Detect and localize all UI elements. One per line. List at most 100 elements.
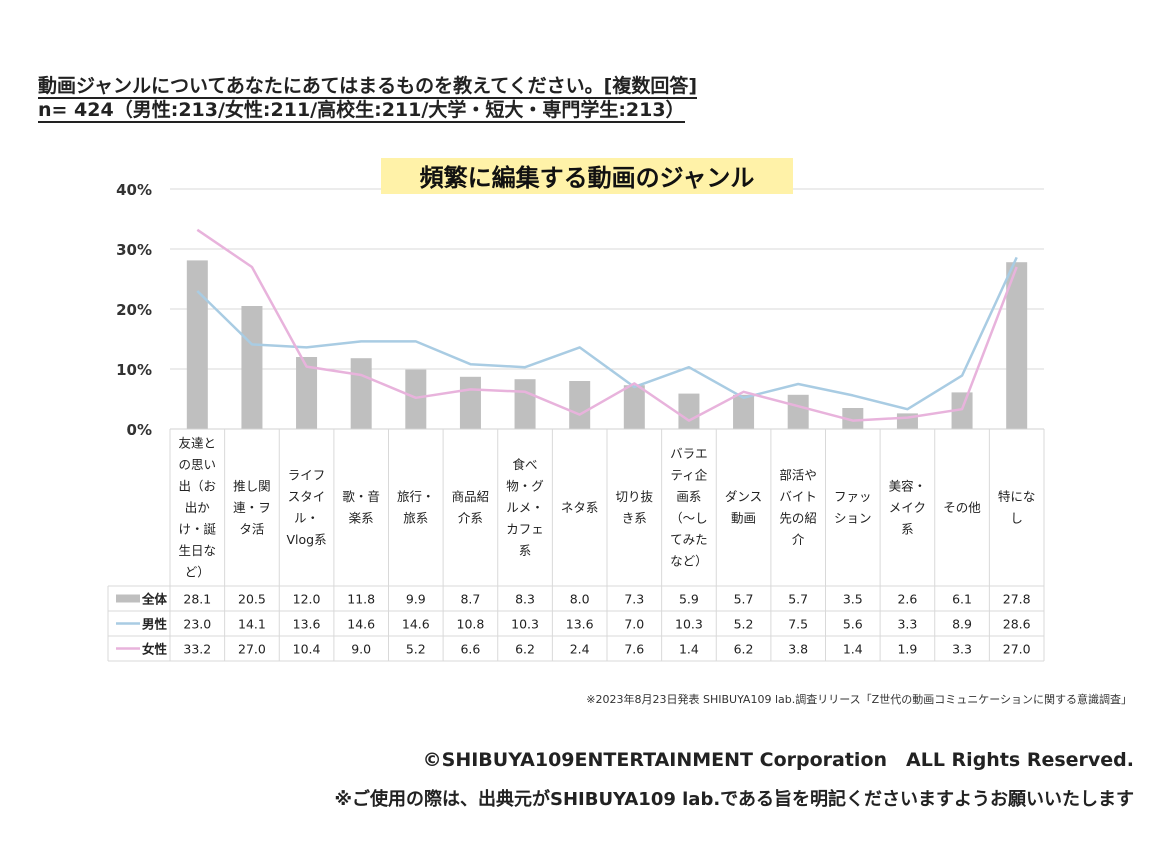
x-category-label: 介	[792, 532, 805, 547]
x-category-label: 系	[519, 543, 532, 558]
x-category-label: カフェ	[506, 521, 544, 536]
data-table-cell: 9.0	[351, 642, 371, 657]
data-table-cell: 3.3	[952, 642, 972, 657]
bar	[514, 379, 536, 429]
data-table-cell: 10.3	[511, 617, 539, 632]
x-category-label: 旅行・	[397, 489, 435, 504]
data-table-cell: 1.9	[897, 642, 917, 657]
x-category-label: 推し関	[233, 478, 271, 493]
x-category-label: 美容・	[889, 478, 927, 493]
data-table-cell: 1.4	[679, 642, 699, 657]
x-category-label: 歌・音	[342, 489, 380, 504]
bar	[1006, 262, 1028, 429]
source-note: ※2023年8月23日発表 SHIBUYA109 lab.調査リリース「Z世代の…	[586, 693, 1132, 706]
bar	[405, 369, 427, 429]
data-table-cell: 13.6	[566, 617, 594, 632]
title-highlight	[381, 158, 793, 194]
x-category-label: 画系	[676, 489, 701, 504]
x-category-label: ファッ	[834, 489, 872, 504]
bar	[569, 381, 591, 429]
x-category-label: 食べ	[513, 457, 538, 472]
x-category-label: 動画	[731, 511, 756, 526]
data-table-cell: 2.4	[570, 642, 590, 657]
x-category-label: バラエ	[670, 446, 708, 461]
x-category-label: （〜し	[670, 511, 708, 526]
x-category-label: き系	[622, 511, 647, 526]
data-table-cell: 8.9	[952, 617, 972, 632]
bar	[241, 306, 263, 429]
data-table-cell: 5.6	[843, 617, 863, 632]
data-table-cell: 5.2	[734, 617, 754, 632]
x-category-label: スタイ	[288, 489, 326, 504]
series-line	[196, 256, 1018, 411]
x-category-label: 先の紹	[779, 511, 817, 526]
data-table-cell: 3.5	[843, 592, 863, 607]
data-table-cell: 10.8	[457, 617, 485, 632]
x-category-label: ライフ	[288, 468, 326, 483]
legend-label: 男性	[142, 617, 168, 632]
data-table-cell: 6.2	[734, 642, 754, 657]
x-category-label: 楽系	[349, 511, 374, 526]
survey-question: 動画ジャンルについてあなたにあてはまるものを教えてください。[複数回答]	[38, 75, 697, 99]
x-category-label: 友達と	[179, 435, 217, 450]
x-category-label: Vlog系	[287, 532, 327, 547]
chart-title: 頻繁に編集する動画のジャンル	[420, 164, 755, 192]
x-category-label: その他	[943, 500, 981, 515]
data-table-cell: 5.2	[406, 642, 426, 657]
x-category-label: てみた	[670, 532, 708, 547]
y-tick-label: 20%	[116, 301, 152, 319]
data-table-cell: 10.4	[293, 642, 321, 657]
data-table-cell: 5.9	[679, 592, 699, 607]
data-table-cell: 1.4	[843, 642, 863, 657]
x-category-label: 特にな	[998, 489, 1036, 504]
x-category-label: 介系	[458, 511, 483, 526]
x-category-label: ル・	[294, 511, 319, 526]
bar	[842, 408, 864, 429]
bar	[186, 260, 208, 429]
x-category-label: など）	[670, 554, 708, 569]
data-table-cell: 11.8	[347, 592, 375, 607]
x-category-label: ダンス	[725, 489, 762, 504]
bar	[733, 394, 755, 429]
data-table-cell: 28.1	[183, 592, 211, 607]
y-tick-label: 10%	[116, 361, 152, 379]
x-category-label: バイト	[779, 489, 817, 504]
x-category-label: 出（お	[179, 478, 217, 493]
x-category-label: し	[1010, 511, 1023, 526]
data-table-cell: 27.8	[1003, 592, 1031, 607]
x-category-label: 商品紹	[452, 489, 490, 504]
data-table-cell: 8.7	[460, 592, 480, 607]
x-category-label: ション	[834, 511, 872, 526]
x-category-label: 部活や	[779, 468, 817, 483]
copyright: ©SHIBUYA109ENTERTAINMENT Corporation ALL…	[422, 749, 1134, 771]
data-table-cell: 5.7	[788, 592, 808, 607]
data-table-cell: 33.2	[183, 642, 211, 657]
data-table-cell: 6.2	[515, 642, 535, 657]
legend-label: 女性	[142, 642, 168, 657]
x-category-label: 連・ヲ	[233, 500, 271, 515]
data-table-cell: 6.1	[952, 592, 972, 607]
usage-notice: ※ご使用の際は、出典元がSHIBUYA109 lab.である旨を明記くださいます…	[334, 789, 1135, 810]
bar	[623, 385, 645, 429]
x-category-label: メイク	[889, 500, 926, 515]
data-table-cell: 10.3	[675, 617, 703, 632]
data-table-cell: 14.6	[347, 617, 375, 632]
bar	[787, 394, 809, 429]
data-table-cell: 3.3	[897, 617, 917, 632]
data-table-cell: 8.0	[570, 592, 590, 607]
x-category-label: ど）	[185, 564, 210, 579]
y-tick-label: 30%	[116, 241, 152, 259]
bar	[296, 357, 318, 429]
x-category-label: 生日な	[179, 543, 217, 558]
bar	[951, 392, 973, 429]
data-table-cell: 3.8	[788, 642, 808, 657]
x-category-label: 系	[901, 521, 914, 536]
data-table-cell: 8.3	[515, 592, 535, 607]
data-table-cell: 9.9	[406, 592, 426, 607]
data-table-cell: 2.6	[897, 592, 917, 607]
series-line	[196, 228, 1018, 422]
data-table-cell: 27.0	[238, 642, 266, 657]
y-tick-label: 0%	[127, 421, 152, 439]
legend-key	[116, 594, 140, 603]
